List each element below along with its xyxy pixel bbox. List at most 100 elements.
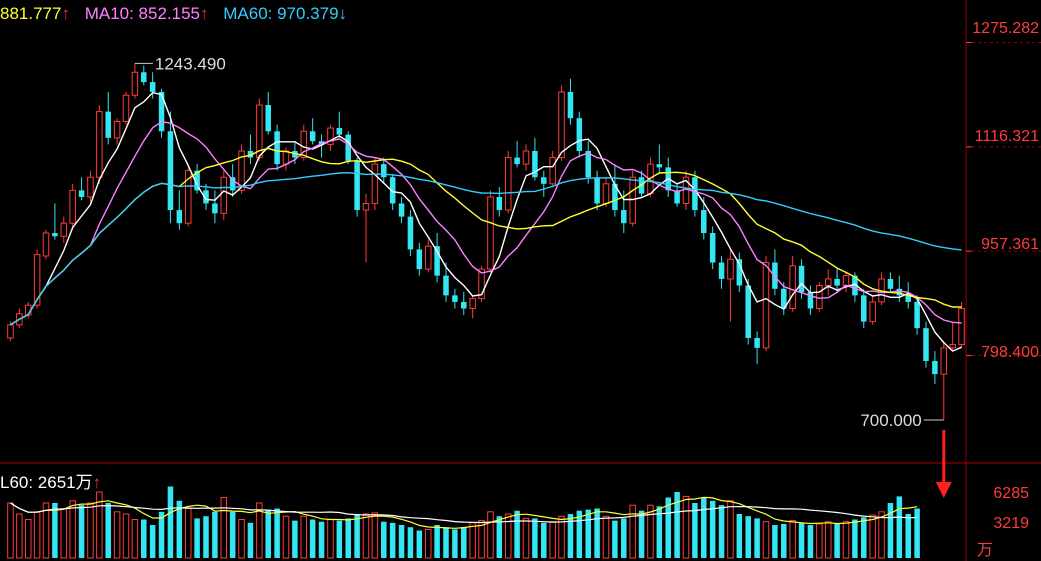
volume-bar-down	[389, 522, 396, 558]
candle-down	[674, 190, 680, 204]
candle-up	[238, 150, 245, 191]
volume-bar-up	[238, 519, 245, 559]
volume-bar-down	[203, 516, 209, 558]
candle-down	[514, 157, 520, 165]
volume-bar-down	[798, 522, 805, 558]
candle-down	[398, 203, 405, 217]
high-label: 1243.490	[155, 54, 226, 73]
volume-bar-down	[158, 511, 165, 558]
candle-down	[52, 233, 58, 237]
candle-down	[709, 233, 716, 263]
volume-bar-up	[362, 513, 370, 559]
volume-bar-down	[52, 503, 58, 558]
volume-bar-up	[42, 502, 50, 559]
candle-down	[229, 177, 236, 191]
volume-bar-up	[184, 508, 192, 559]
price-tick-4: 798.400	[981, 344, 1039, 361]
volume-bar-down	[772, 525, 778, 558]
candle-down	[798, 265, 805, 293]
volume-bar-down	[701, 497, 707, 558]
volume-bar-up	[96, 491, 103, 559]
volume-bar-up	[424, 528, 432, 559]
candle-down	[158, 91, 165, 132]
candle-up	[60, 222, 68, 237]
volume-bar-up	[24, 519, 32, 559]
volume-bar-up	[371, 512, 379, 559]
volume-bar-up	[487, 511, 494, 559]
volume-bar-up	[762, 521, 770, 559]
legend-ma10-arrow: ↑	[200, 4, 209, 23]
candle-up	[949, 344, 956, 349]
volume-bar-down	[274, 508, 280, 558]
candle-up	[762, 262, 770, 349]
candle-down	[274, 131, 280, 165]
volume-bar-down	[612, 520, 618, 558]
volume-bar-down	[541, 522, 547, 558]
candle-down	[212, 203, 218, 214]
volume-tick-1: 6285	[993, 485, 1029, 502]
ma-legend: 881.777↑ MA10: 852.155↑ MA60: 970.379↓	[0, 4, 347, 24]
volume-bar-down	[709, 500, 716, 558]
candle-up	[824, 278, 832, 287]
volume-bar-up	[869, 514, 876, 559]
volume-bar-up	[824, 521, 832, 559]
volume-bar-down	[754, 518, 760, 558]
candle-down	[309, 131, 316, 142]
volume-bar-down	[585, 509, 591, 558]
candle-down	[887, 278, 894, 289]
volume-bar-up	[504, 513, 512, 559]
volume-bar-up	[647, 504, 654, 559]
candle-up	[220, 176, 228, 214]
volume-bar-down	[345, 518, 351, 558]
volume-bar-up	[282, 515, 290, 559]
candle-down	[247, 150, 254, 158]
candle-down	[736, 259, 743, 286]
candle-down	[141, 72, 147, 83]
volume-bar-down	[834, 523, 840, 558]
volume-bar-up	[842, 521, 850, 559]
ma-line-ma5	[10, 91, 962, 352]
candle-down	[754, 338, 760, 348]
volume-bar-down	[398, 525, 405, 558]
volume-bar-up	[69, 500, 76, 559]
volume-bar-up	[220, 497, 228, 559]
candle-up	[184, 170, 192, 224]
volume-bar-down	[781, 523, 787, 558]
volume-legend: L60: 2651万↑	[0, 468, 101, 493]
price-tick-2: 1116.321	[974, 128, 1039, 145]
volume-bar-up	[300, 515, 308, 559]
candle-up	[789, 265, 796, 309]
candle-up	[727, 258, 734, 280]
volume-bar-down	[265, 509, 271, 558]
candle-up	[940, 347, 948, 375]
volume-bar-up	[549, 521, 556, 559]
candle-down	[567, 91, 574, 119]
candle-down	[621, 210, 627, 224]
volume-bar-down	[105, 503, 111, 558]
candle-down	[861, 295, 867, 322]
price-tick-3: 957.361	[981, 236, 1039, 253]
candle-up	[371, 163, 379, 204]
volume-bar-down	[461, 527, 467, 558]
volume-bar-down	[807, 525, 814, 558]
legend-ma10: MA10: 852.155↑	[84, 4, 209, 23]
legend-ma5: 881.777↑	[0, 4, 70, 23]
volume-bar-up	[682, 495, 690, 559]
volume-bar-up	[16, 513, 23, 559]
volume-bar-down	[532, 518, 538, 558]
volume-bar-down	[905, 514, 911, 558]
volume-bar-down	[896, 496, 903, 558]
legend-ma60-arrow: ↓	[338, 4, 348, 23]
candle-down	[585, 150, 591, 178]
candle-down	[176, 210, 183, 224]
volume-bar-down	[318, 521, 325, 558]
candle-up	[558, 91, 565, 159]
volume-bar-down	[852, 519, 858, 558]
candle-down	[701, 210, 707, 234]
candle-up	[549, 157, 556, 185]
candle-down	[416, 249, 423, 270]
candle-up	[478, 268, 485, 300]
volume-bar-down	[416, 530, 423, 558]
volume-bar-down	[718, 505, 725, 558]
